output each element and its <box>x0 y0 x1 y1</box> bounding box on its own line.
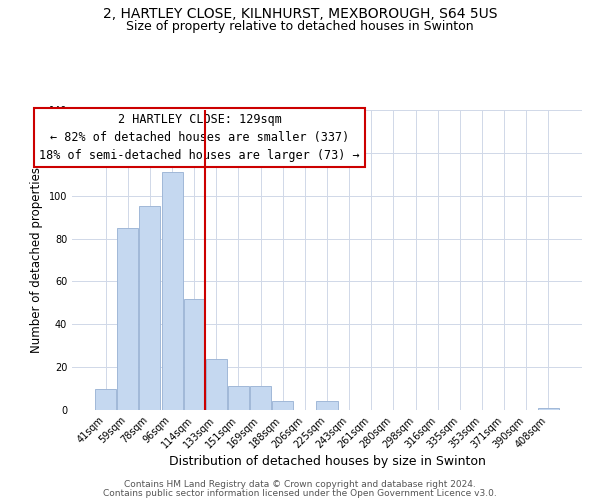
Bar <box>206 358 227 410</box>
Y-axis label: Number of detached properties: Number of detached properties <box>30 167 43 353</box>
Bar <box>95 388 116 410</box>
Text: Size of property relative to detached houses in Swinton: Size of property relative to detached ho… <box>126 20 474 33</box>
Bar <box>228 386 249 410</box>
Bar <box>272 402 293 410</box>
Bar <box>316 402 338 410</box>
Bar <box>139 206 160 410</box>
Bar <box>184 298 205 410</box>
Bar <box>161 172 182 410</box>
Text: 2 HARTLEY CLOSE: 129sqm
← 82% of detached houses are smaller (337)
18% of semi-d: 2 HARTLEY CLOSE: 129sqm ← 82% of detache… <box>39 113 360 162</box>
X-axis label: Distribution of detached houses by size in Swinton: Distribution of detached houses by size … <box>169 456 485 468</box>
Bar <box>118 228 139 410</box>
Text: 2, HARTLEY CLOSE, KILNHURST, MEXBOROUGH, S64 5US: 2, HARTLEY CLOSE, KILNHURST, MEXBOROUGH,… <box>103 8 497 22</box>
Text: Contains HM Land Registry data © Crown copyright and database right 2024.: Contains HM Land Registry data © Crown c… <box>124 480 476 489</box>
Text: Contains public sector information licensed under the Open Government Licence v3: Contains public sector information licen… <box>103 488 497 498</box>
Bar <box>538 408 559 410</box>
Bar <box>250 386 271 410</box>
